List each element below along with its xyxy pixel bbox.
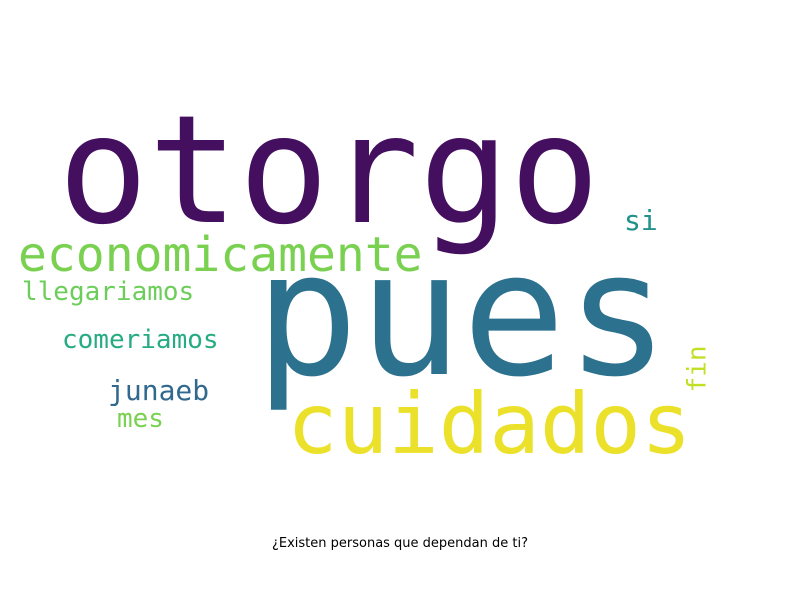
word-si: si <box>624 204 658 237</box>
word-llegariamos: llegariamos <box>22 277 195 307</box>
word-otorgo: otorgo <box>58 84 600 258</box>
word-junaeb: junaeb <box>108 374 210 407</box>
word-fin: fin <box>682 345 713 393</box>
word-mes: mes <box>117 404 164 434</box>
word-pues: pues <box>255 214 670 415</box>
word-comeriamos: comeriamos <box>62 325 219 355</box>
word-cuidados: cuidados <box>287 375 692 473</box>
figure-caption: ¿Existen personas que dependan de ti? <box>271 536 529 551</box>
word-economicamente: economicamente <box>18 227 423 283</box>
